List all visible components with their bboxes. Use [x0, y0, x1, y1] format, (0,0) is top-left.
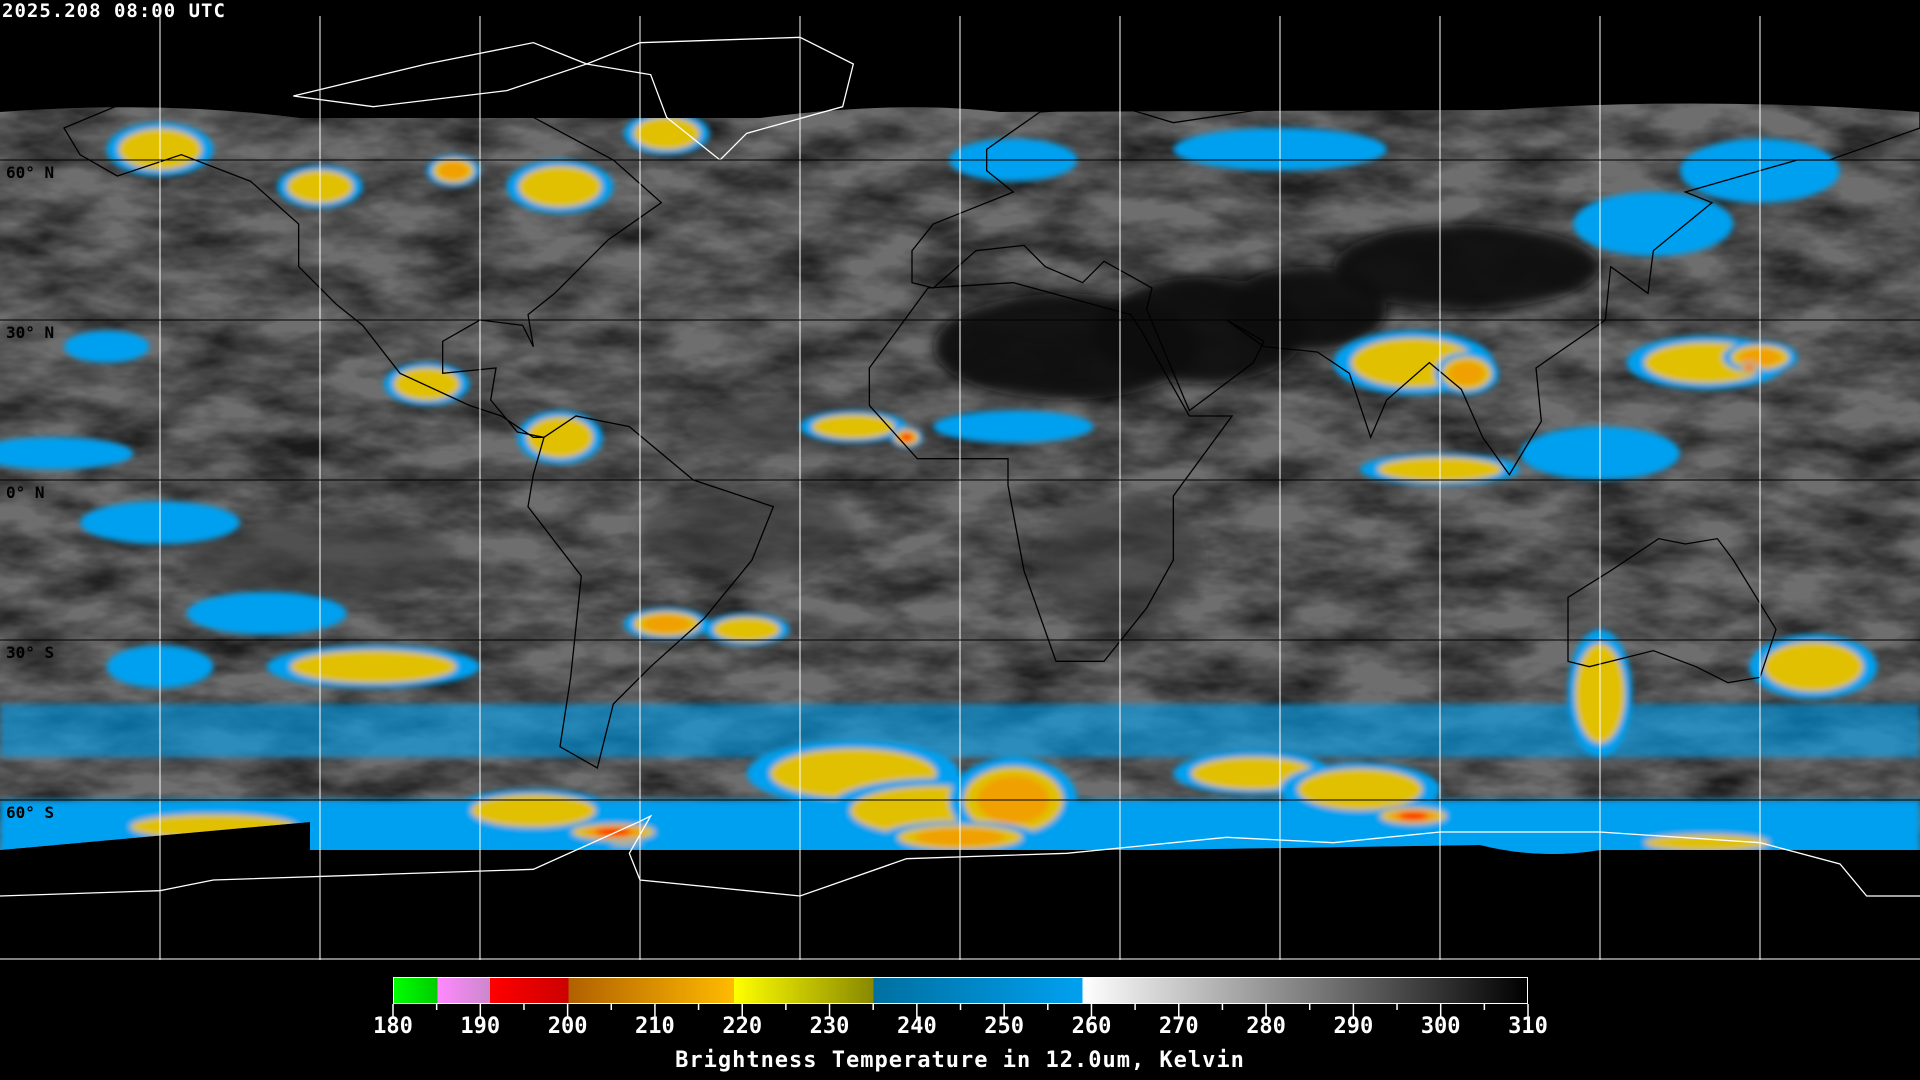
colorbar-tick-label: 270: [1158, 1014, 1199, 1039]
cold-cloud-blob: [642, 615, 691, 633]
warm-surface-region: [1333, 224, 1600, 310]
cold-cloud-blob: [1763, 641, 1864, 692]
south-america-coastline: [527, 415, 775, 769]
warm-surface-region: [640, 490, 854, 576]
cold-cloud-blob: [518, 165, 602, 208]
colorbar-tick-label: 210: [635, 1014, 675, 1039]
cold-cloud-blob: [1644, 834, 1770, 851]
cold-cloud-blob: [811, 414, 895, 440]
warm-surface-region: [1226, 266, 1387, 352]
colorbar-tick-label: 180: [373, 1014, 413, 1039]
north-america-coastline: [63, 95, 663, 438]
colorbar: [393, 977, 1528, 1004]
timestamp: 2025.208 08:00 UTC: [2, 0, 226, 22]
colorbar-tick-label: 220: [722, 1014, 763, 1039]
lat-label-30n: 30° N: [6, 323, 55, 342]
satellite-map: [0, 16, 1920, 960]
cold-cloud-blob: [64, 330, 150, 363]
cold-cloud-blob: [933, 410, 1094, 443]
arctic-islands-coastline: [293, 41, 589, 108]
colorbar-tick-label: 240: [896, 1014, 937, 1039]
antarctica-coastline: [0, 814, 1920, 897]
cold-cloud-blob: [186, 592, 347, 635]
cold-cloud-blob: [1448, 361, 1485, 386]
cold-cloud-blob: [0, 437, 134, 470]
cold-cloud-blob: [901, 433, 913, 441]
cold-cloud-blob: [438, 161, 469, 180]
colorbar-ticks: [392, 1004, 1529, 1018]
colorbar-tick-label: 310: [1508, 1014, 1548, 1039]
cold-cloud-blob: [1745, 366, 1753, 370]
lat-label-60s: 60° S: [6, 803, 55, 822]
colorbar-tick-label: 280: [1246, 1014, 1286, 1039]
colorbar-title: Brightness Temperature in 12.0um, Kelvin: [675, 1048, 1245, 1073]
cold-cloud-blob: [633, 116, 700, 150]
lat-label-30s: 30° S: [6, 643, 55, 662]
colorbar-tick-label: 230: [809, 1014, 850, 1039]
cold-cloud-blob: [1398, 812, 1428, 820]
colorbar-tick-label: 290: [1333, 1014, 1374, 1039]
lat-label-0: 0° N: [6, 483, 45, 502]
cold-cloud-blob: [393, 367, 460, 401]
cold-cloud-blob: [1573, 192, 1734, 256]
colorbar-tick-label: 250: [984, 1014, 1025, 1039]
colorbar-tick-label: 260: [1071, 1014, 1112, 1039]
colorbar-tick-label: 200: [547, 1014, 588, 1039]
africa-coastline: [868, 282, 1234, 662]
cold-cloud-blob: [595, 828, 632, 836]
cold-cloud-blob: [290, 650, 457, 684]
cold-cloud-blob: [713, 616, 780, 642]
cold-cloud-blob: [1297, 768, 1423, 811]
colorbar-tick-label: 300: [1420, 1014, 1461, 1039]
cold-cloud-blob: [526, 416, 594, 459]
colorbar-tick-label: 190: [460, 1014, 501, 1039]
lat-label-60n: 60° N: [6, 163, 55, 182]
greenland-coastline: [584, 36, 855, 161]
cold-cloud-blob: [470, 794, 596, 828]
eurasia-coastline: [911, 58, 1920, 476]
